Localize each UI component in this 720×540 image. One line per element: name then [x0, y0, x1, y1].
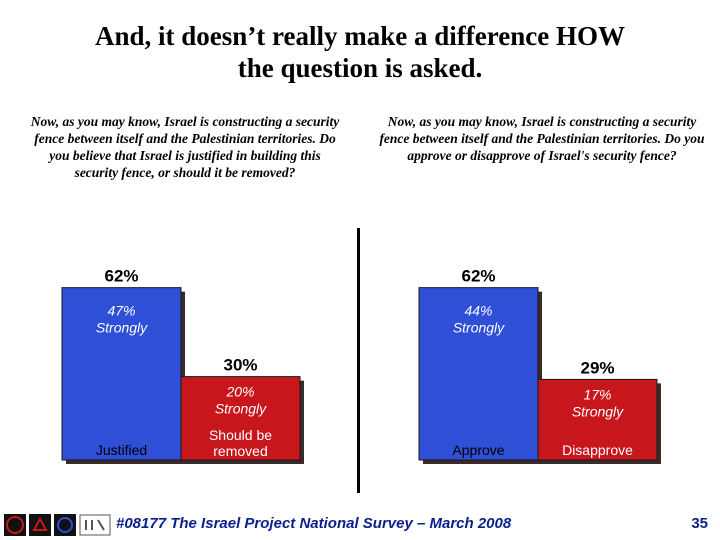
bar-right-approve [418, 287, 539, 461]
globe-logo-2-icon [29, 514, 51, 536]
value-label-left-justified: 62% [104, 267, 138, 286]
strongly-value-right-approve: 44% [464, 303, 492, 319]
value-label-right-disapprove: 29% [580, 358, 614, 377]
footer-text: #08177 The Israel Project National Surve… [116, 515, 512, 532]
globe-logo-3-icon [54, 514, 76, 536]
strongly-word-right-approve: Strongly [453, 320, 505, 336]
strongly-value-left-justified: 47% [107, 303, 135, 319]
strongly-word-left-justified: Strongly [96, 320, 148, 336]
value-label-left-should-be-removed: 30% [223, 356, 257, 375]
bar-right-disapprove [537, 378, 658, 461]
strongly-word-right-disapprove: Strongly [572, 403, 624, 419]
category-label-right-disapprove: Disapprove [562, 442, 633, 458]
strongly-value-left-should-be-removed: 20% [225, 384, 254, 400]
slide-title: And, it doesn’t really make a difference… [0, 20, 720, 84]
globe-logo-1-icon [4, 514, 26, 536]
category-label-right-approve: Approve [452, 442, 504, 458]
bar-left-should-be-removed [180, 376, 301, 461]
gqr-logo-icon [79, 514, 111, 536]
strongly-value-right-disapprove: 17% [583, 386, 611, 402]
question-right: Now, as you may know, Israel is construc… [379, 114, 705, 163]
strongly-word-left-should-be-removed: Strongly [215, 401, 267, 417]
category-label-left-should-be-removed-line2: removed [213, 443, 267, 459]
value-label-right-approve: 62% [461, 267, 495, 286]
page-number: 35 [691, 515, 708, 532]
logo-strip [4, 514, 111, 536]
title-line-2: the question is asked. [237, 53, 483, 83]
bar-left-justified [61, 287, 182, 461]
question-left: Now, as you may know, Israel is construc… [30, 114, 340, 180]
center-divider [357, 228, 360, 493]
category-label-left-should-be-removed-line1: Should be [209, 427, 272, 443]
category-label-left-justified: Justified [96, 442, 147, 458]
title-line-1: And, it doesn’t really make a difference… [95, 21, 625, 51]
